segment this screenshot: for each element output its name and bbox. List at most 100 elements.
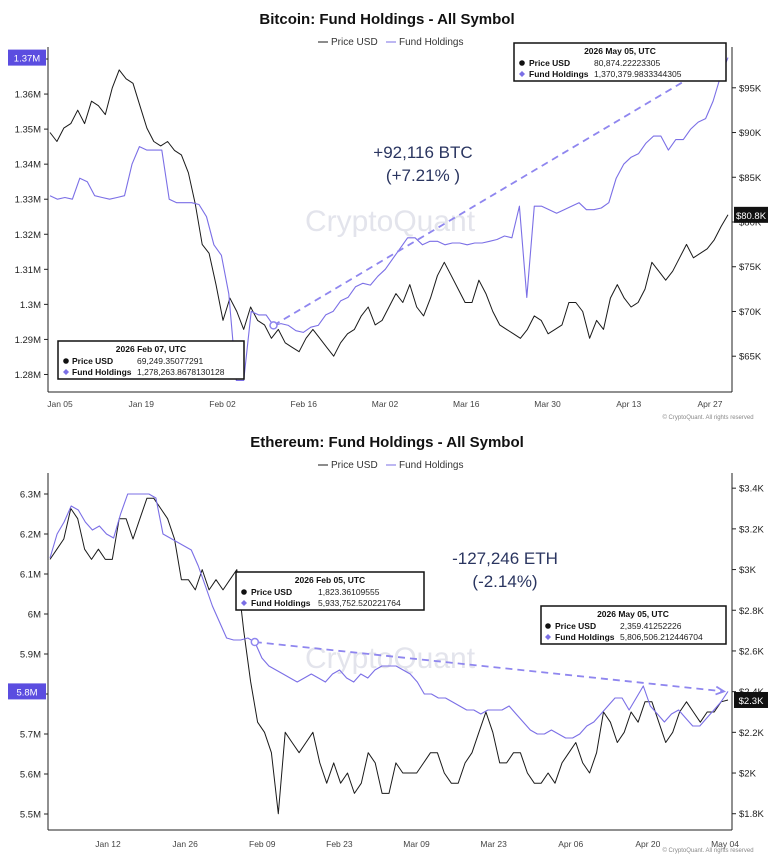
eth-right-tick-label: $2K [739, 769, 757, 780]
btc-current-right-badge [734, 206, 768, 223]
btc-end-price-label: Price USD [529, 58, 570, 68]
eth-end-holdings-label: Fund Holdings [555, 632, 615, 642]
btc-x-tick-label: Mar 02 [372, 399, 399, 409]
eth-watermark: CryptoQuant [305, 642, 476, 675]
eth-left-tick-label: 6.2M [20, 530, 41, 541]
btc-start-holdings-label: Fund Holdings [72, 367, 132, 377]
btc-right-tick-label: $75K [739, 262, 762, 273]
eth-start-tooltip: 2026 Feb 05, UTC Price USD 1,823.3610955… [235, 571, 425, 611]
btc-current-right-label: $80.8K [736, 211, 767, 222]
eth-right-tick-label: $2.6K [739, 646, 764, 657]
btc-x-tick-label: Feb 02 [209, 399, 236, 409]
btc-start-tooltip: 2026 Feb 07, UTC Price USD 69,249.350772… [57, 340, 245, 380]
btc-fund-holdings-line[interactable] [49, 57, 729, 381]
btc-right-tick-label: $65K [739, 352, 762, 363]
btc-left-tick-label: 1.36M [15, 90, 41, 101]
btc-x-tick-label: Jan 05 [47, 399, 73, 409]
eth-x-tick-label: Feb 09 [249, 839, 276, 849]
btc-end-price: 80,874.22223305 [594, 58, 660, 68]
btc-trend-arrow [273, 56, 725, 327]
btc-left-tick-label: 1.33M [15, 195, 41, 206]
btc-end-holdings: 1,370,379.9833344305 [594, 69, 682, 79]
eth-x-tick-label: May 04 [711, 839, 739, 849]
eth-fund-holdings-line[interactable] [49, 493, 729, 739]
btc-legend-price[interactable]: Price USD [331, 37, 378, 48]
eth-right-tick-label: $2.2K [739, 728, 764, 739]
eth-x-tick-label: Jan 12 [95, 839, 121, 849]
btc-right-tick-label: $80K [739, 218, 762, 229]
btc-chart-title: Bitcoin: Fund Holdings - All Symbol [259, 11, 514, 28]
eth-chart-title: Ethereum: Fund Holdings - All Symbol [250, 434, 524, 451]
eth-left-tick-label: 5.7M [20, 730, 41, 741]
btc-x-tick-label: Apr 27 [697, 399, 722, 409]
eth-right-tick-label: $3.2K [739, 524, 764, 535]
btc-start-marker[interactable] [269, 321, 278, 330]
btc-legend-holdings[interactable]: Fund Holdings [399, 37, 463, 48]
eth-current-right-badge [734, 691, 768, 708]
eth-end-tooltip: 2026 May 05, UTC Price USD 2,359.4125222… [540, 605, 727, 645]
btc-left-tick-label: 1.29M [15, 335, 41, 346]
eth-current-left-badge [8, 683, 46, 700]
btc-watermark: CryptoQuant [305, 205, 476, 238]
btc-legend: Price USD Fund Holdings [318, 37, 463, 48]
eth-current-left-label: 5.8M [16, 687, 37, 698]
eth-right-tick-label: $2.8K [739, 606, 764, 617]
eth-start-holdings-label: Fund Holdings [251, 598, 311, 608]
btc-right-tick-label: $90K [739, 128, 762, 139]
btc-left-tick-label: 1.35M [15, 125, 41, 136]
btc-left-tick-label: 1.34M [15, 160, 41, 171]
eth-end-date: 2026 May 05, UTC [597, 609, 669, 619]
btc-x-tick-label: Jan 19 [128, 399, 154, 409]
eth-change-annotation: -127,246 ETH [452, 549, 558, 568]
eth-start-price: 1,823.36109555 [318, 587, 380, 597]
eth-end-price: 2,359.41252226 [620, 621, 682, 631]
btc-x-tick-label: Feb 16 [291, 399, 318, 409]
btc-end-date: 2026 May 05, UTC [584, 46, 656, 56]
eth-start-price-label: Price USD [251, 587, 292, 597]
eth-start-holdings: 5,933,752.520221764 [318, 598, 401, 608]
eth-axes: 6.3M 6.2M 6.1M 6M 5.9M 5.8M 5.7M 5.6M 5.5M $3.4K $… [8, 473, 768, 849]
eth-legend-price[interactable]: Price USD [331, 460, 378, 471]
eth-x-tick-label: Apr 20 [635, 839, 660, 849]
eth-start-marker[interactable] [250, 637, 260, 647]
eth-left-tick-label: 6.3M [20, 490, 41, 501]
eth-x-tick-label: Jan 26 [172, 839, 198, 849]
btc-change-annotation: +92,116 BTC [373, 143, 472, 162]
btc-change-percent: (+7.21% ) [386, 166, 460, 185]
eth-end-holdings: 5,806,506.212446704 [620, 632, 703, 642]
eth-left-tick-label: 5.9M [20, 650, 41, 661]
eth-left-tick-label: 5.6M [20, 770, 41, 781]
eth-chart: Ethereum: Fund Holdings - All Symbol Pri… [8, 434, 768, 854]
eth-change-percent: (-2.14%) [472, 572, 537, 591]
eth-legend-holdings[interactable]: Fund Holdings [399, 460, 463, 471]
btc-start-price-label: Price USD [72, 356, 113, 366]
btc-left-tick-label: 1.28M [15, 370, 41, 381]
eth-plot-area [49, 493, 729, 815]
eth-start-date: 2026 Feb 05, UTC [295, 575, 365, 585]
eth-x-tick-label: Mar 23 [480, 839, 507, 849]
btc-current-left-label: 1.37M [14, 54, 40, 65]
eth-right-tick-label: $3K [739, 565, 757, 576]
eth-end-price-label: Price USD [555, 621, 596, 631]
btc-copyright: © CryptoQuant. All rights reserved [662, 414, 753, 421]
btc-price-line[interactable] [49, 69, 729, 357]
eth-x-tick-label: Apr 06 [558, 839, 583, 849]
btc-current-left-badge [8, 49, 46, 66]
eth-right-tick-label: $3.4K [739, 484, 764, 495]
eth-left-tick-label: 6.1M [20, 570, 41, 581]
eth-left-tick-label: 5.5M [20, 810, 41, 821]
btc-x-tick-label: Apr 13 [616, 399, 641, 409]
btc-start-price: 69,249.35077291 [137, 356, 203, 366]
eth-trend-arrow [254, 641, 725, 693]
eth-trend-arrowhead [715, 685, 727, 696]
btc-chart: Bitcoin: Fund Holdings - All Symbol Pric… [8, 11, 768, 421]
btc-right-tick-label: $70K [739, 307, 762, 318]
eth-current-right-label: $2.3K [739, 696, 764, 707]
btc-axes: 1.37M 1.36M 1.35M 1.34M 1.33M 1.32M 1.31M 1.3M 1… [8, 47, 768, 409]
btc-x-tick-label: Mar 16 [453, 399, 480, 409]
btc-end-holdings-label: Fund Holdings [529, 69, 589, 79]
eth-price-line[interactable] [49, 497, 729, 815]
btc-x-tick-label: Mar 30 [534, 399, 561, 409]
btc-start-holdings: 1,278,263.8678130128 [137, 367, 225, 377]
